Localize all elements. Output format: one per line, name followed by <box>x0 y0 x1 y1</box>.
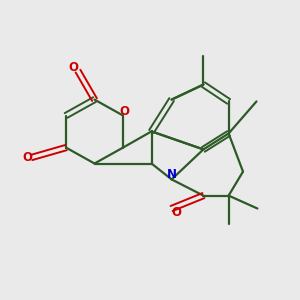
Text: O: O <box>171 206 181 219</box>
Text: N: N <box>167 168 177 182</box>
Text: O: O <box>22 151 32 164</box>
Text: O: O <box>119 105 130 119</box>
Text: O: O <box>68 61 79 74</box>
